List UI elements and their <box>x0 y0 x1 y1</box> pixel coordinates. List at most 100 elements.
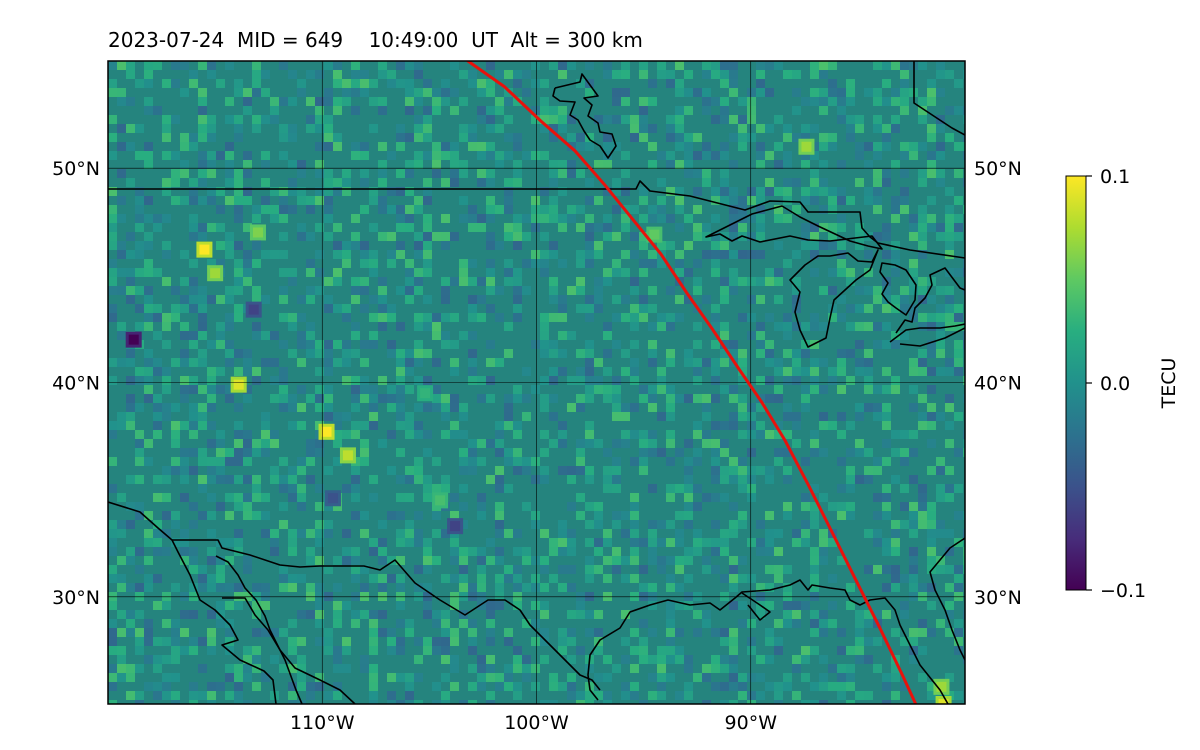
heatmap-cell <box>828 133 837 142</box>
heatmap-cell <box>927 97 936 106</box>
heatmap-cell <box>468 79 477 88</box>
heatmap-cell <box>684 295 693 304</box>
heatmap-cell <box>342 241 351 250</box>
heatmap-cell <box>162 403 171 412</box>
heatmap-cell <box>900 520 909 529</box>
heatmap-cell <box>927 520 936 529</box>
heatmap-cell <box>927 547 936 556</box>
heatmap-cell <box>351 295 360 304</box>
heatmap-cell <box>351 556 360 565</box>
heatmap-cell <box>207 529 216 538</box>
heatmap-cell <box>666 430 675 439</box>
heatmap-cell <box>468 133 477 142</box>
heatmap-cell <box>783 376 792 385</box>
heatmap-cell <box>909 592 918 601</box>
heatmap-cell <box>585 241 594 250</box>
heatmap-cell <box>180 628 189 637</box>
heatmap-cell <box>819 187 828 196</box>
heatmap-cell <box>711 232 720 241</box>
heatmap-cell <box>486 691 495 700</box>
heatmap-cell <box>369 574 378 583</box>
heatmap-cell <box>117 97 126 106</box>
heatmap-cell <box>270 358 279 367</box>
heatmap-cell <box>144 655 153 664</box>
heatmap-cell <box>657 151 666 160</box>
heatmap-cell <box>603 484 612 493</box>
heatmap-cell <box>171 421 180 430</box>
heatmap-cell <box>459 133 468 142</box>
heatmap-cell <box>315 682 324 691</box>
heatmap-cell <box>315 448 324 457</box>
heatmap-cell <box>288 277 297 286</box>
heatmap-cell <box>414 205 423 214</box>
heatmap-cell <box>198 574 207 583</box>
heatmap-cell <box>864 637 873 646</box>
heatmap-cell <box>693 286 702 295</box>
heatmap-cell <box>234 115 243 124</box>
heatmap-cell <box>180 610 189 619</box>
heatmap-cell <box>315 250 324 259</box>
heatmap-cell <box>558 331 567 340</box>
heatmap-cell <box>378 313 387 322</box>
heatmap-cell <box>612 664 621 673</box>
heatmap-cell <box>801 367 810 376</box>
heatmap-cell <box>414 466 423 475</box>
heatmap-cell <box>585 574 594 583</box>
heatmap-cell <box>648 160 657 169</box>
heatmap-cell <box>666 241 675 250</box>
heatmap-cell <box>774 115 783 124</box>
heatmap-cell <box>801 538 810 547</box>
heatmap-cell <box>279 367 288 376</box>
heatmap-cell <box>234 664 243 673</box>
heatmap-cell <box>891 241 900 250</box>
heatmap-cell <box>738 691 747 700</box>
heatmap-cell <box>270 214 279 223</box>
heatmap-cell <box>504 664 513 673</box>
heatmap-cell <box>360 565 369 574</box>
heatmap-cell <box>216 367 225 376</box>
heatmap-cell <box>540 610 549 619</box>
heatmap-cell <box>261 115 270 124</box>
heatmap-cell <box>549 412 558 421</box>
heatmap-cell <box>261 178 270 187</box>
heatmap-cell <box>729 196 738 205</box>
heatmap-cell <box>351 61 360 70</box>
heatmap-cell <box>504 682 513 691</box>
heatmap-cell <box>279 574 288 583</box>
heatmap-cell <box>504 196 513 205</box>
heatmap-cell <box>144 511 153 520</box>
heatmap-cell <box>639 124 648 133</box>
heatmap-cell <box>198 583 207 592</box>
heatmap-cell <box>387 556 396 565</box>
heatmap-cell <box>333 583 342 592</box>
heatmap-cell <box>135 196 144 205</box>
heatmap-cell <box>639 268 648 277</box>
heatmap-cell <box>531 664 540 673</box>
heatmap-cell <box>792 691 801 700</box>
heatmap-cell <box>459 277 468 286</box>
heatmap-cell <box>288 664 297 673</box>
heatmap-cell <box>189 502 198 511</box>
heatmap-cell <box>504 232 513 241</box>
heatmap-cell <box>963 448 965 457</box>
heatmap-cell <box>342 88 351 97</box>
heatmap-cell <box>153 268 162 277</box>
heatmap-cell <box>891 331 900 340</box>
heatmap-cell <box>459 448 468 457</box>
heatmap-cell <box>234 196 243 205</box>
heatmap-cell <box>918 169 927 178</box>
heatmap-cell <box>279 187 288 196</box>
heatmap-cell <box>216 331 225 340</box>
heatmap-cell <box>216 682 225 691</box>
heatmap-cell <box>396 592 405 601</box>
heatmap-cell <box>783 682 792 691</box>
heatmap-cell <box>576 169 585 178</box>
heatmap-cell <box>639 61 648 70</box>
heatmap-cell <box>135 664 144 673</box>
heatmap-cell <box>783 466 792 475</box>
heatmap-cell <box>189 637 198 646</box>
heatmap-cell <box>882 124 891 133</box>
heatmap-cell <box>963 142 965 151</box>
heatmap-cell <box>639 655 648 664</box>
heatmap-cell <box>621 439 630 448</box>
